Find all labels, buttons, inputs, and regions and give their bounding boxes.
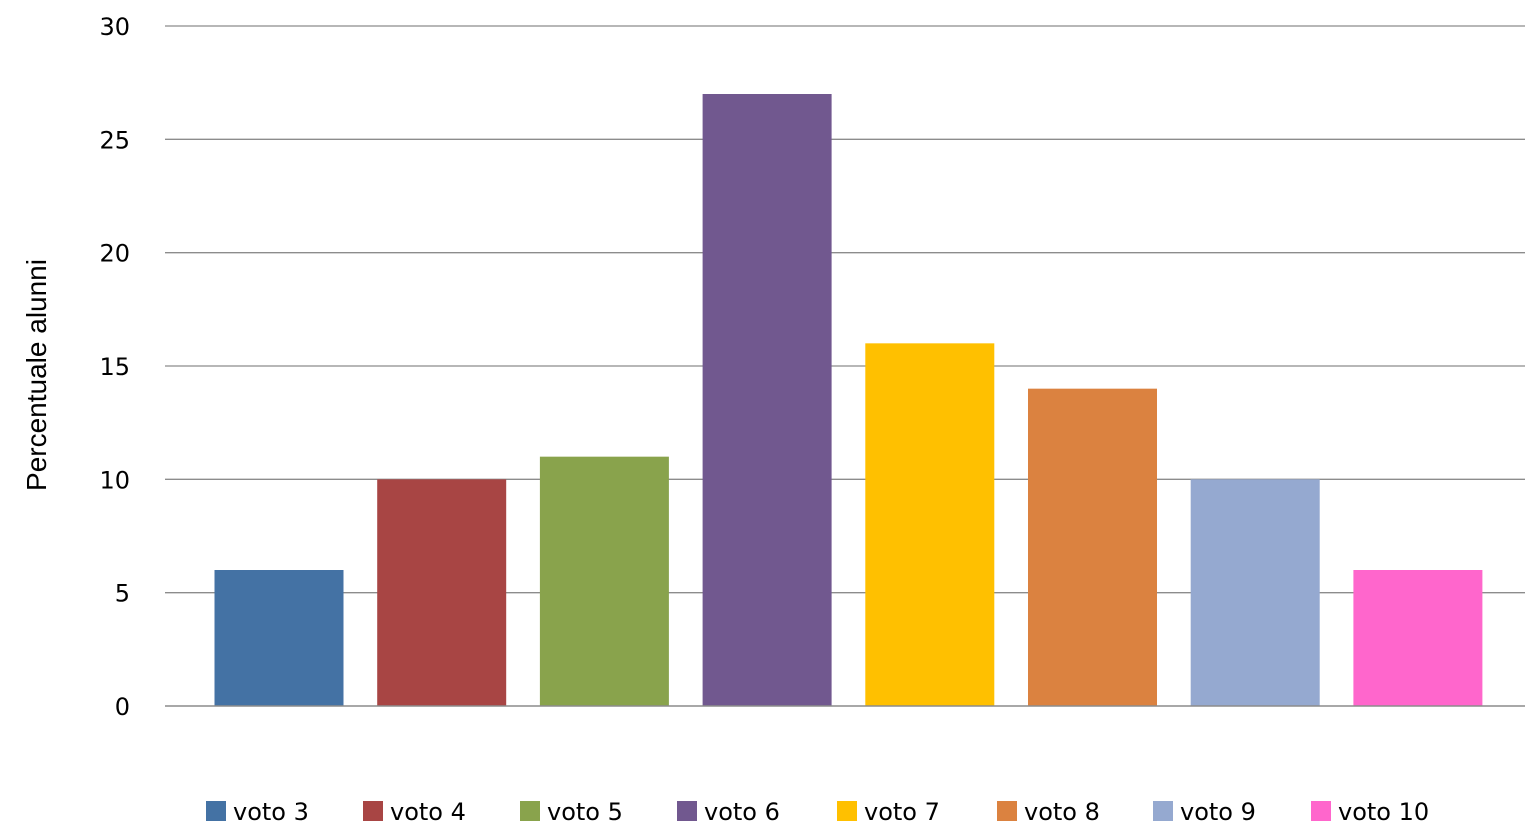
y-tick-label: 10 [99,466,130,494]
bars [214,94,1483,706]
y-tick-label: 15 [99,353,130,381]
bar-voto-7 [865,343,995,706]
legend-label: voto 7 [864,798,940,826]
legend-swatch [677,801,697,821]
legend-label: voto 8 [1024,798,1100,826]
y-axis-title: Percentuale alunni [21,259,52,491]
y-tick-label: 25 [99,126,130,154]
legend-swatch [363,801,383,821]
legend-swatch [837,801,857,821]
bar-voto-9 [1190,479,1320,706]
legend-label: voto 10 [1338,798,1429,826]
y-tick-label: 0 [115,693,130,721]
y-axis-ticks: 0 5 10 15 20 25 30 [99,13,130,721]
legend-swatch [1153,801,1173,821]
legend-swatch [206,801,226,821]
y-tick-label: 20 [99,240,130,268]
bar-voto-6 [702,94,832,706]
legend-swatch [997,801,1017,821]
y-tick-label: 30 [99,13,130,41]
bar-voto-8 [1028,388,1157,706]
legend-label: voto 5 [547,798,623,826]
legend: voto 3 voto 4 voto 5 voto 6 voto 7 voto 8 voto… [206,798,1429,826]
legend-swatch [520,801,540,821]
legend-label: voto 4 [390,798,466,826]
bar-voto-4 [377,479,507,706]
bar-voto-3 [214,570,344,706]
y-tick-label: 5 [115,580,130,608]
legend-label: voto 3 [233,798,309,826]
legend-swatch [1311,801,1331,821]
bar-voto-5 [539,456,669,706]
legend-label: voto 6 [704,798,780,826]
bar-voto-10 [1353,570,1483,706]
gridlines [165,25,1525,594]
legend-label: voto 9 [1180,798,1256,826]
